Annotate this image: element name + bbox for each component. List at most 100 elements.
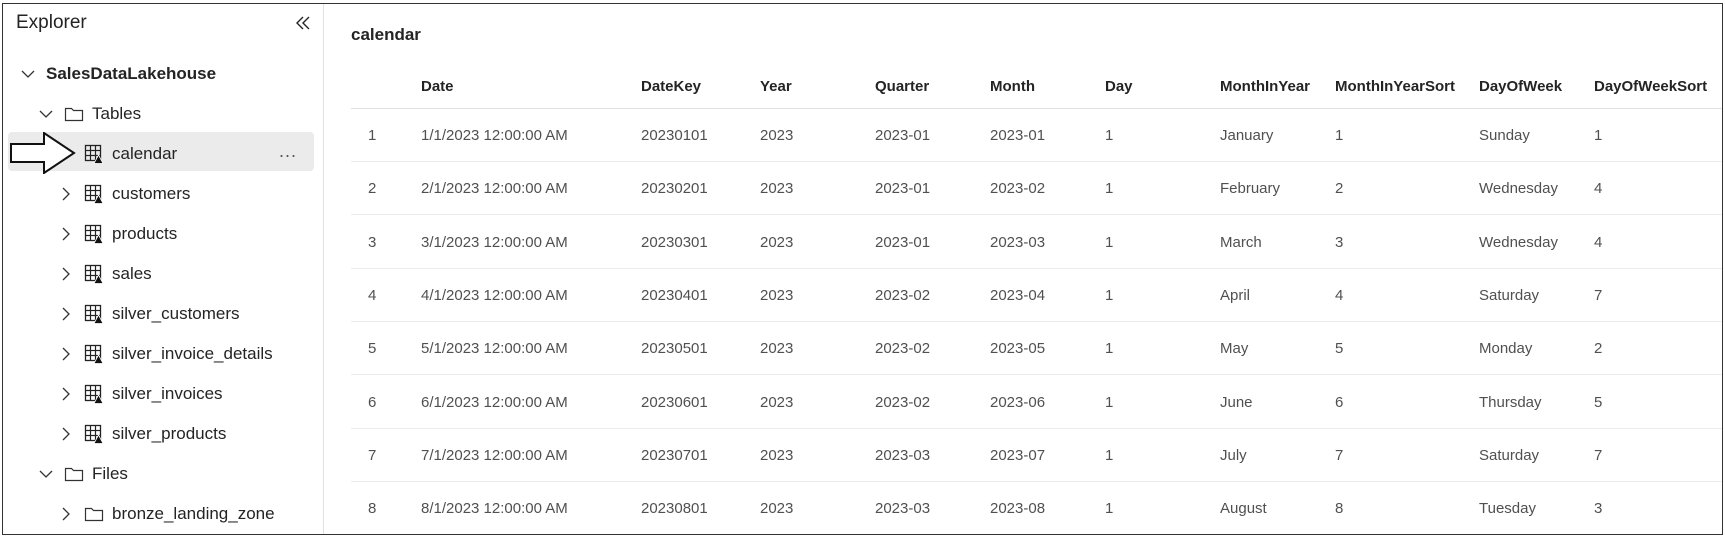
row-number: 4 bbox=[368, 286, 377, 304]
table-cell: 7/1/2023 12:00:00 AM bbox=[421, 446, 568, 464]
table-cell: 4 bbox=[1594, 233, 1603, 251]
table-cell: 3 bbox=[1335, 233, 1344, 251]
chevron-down-icon[interactable] bbox=[20, 66, 36, 82]
row-number: 2 bbox=[368, 180, 377, 198]
table-cell: June bbox=[1220, 393, 1253, 411]
table-cell: April bbox=[1220, 286, 1251, 304]
table-row[interactable]: 7 7/1/2023 12:00:00 AM 20230701 2023 2023-03… bbox=[351, 429, 1722, 482]
table-row[interactable]: 2 2/1/2023 12:00:00 AM 20230201 2023 2023-01… bbox=[351, 162, 1722, 216]
table-label: products bbox=[112, 224, 178, 243]
table-cell: 20230301 bbox=[641, 233, 708, 251]
tree-item-table-silver-invoice-details[interactable]: silver_invoice_details bbox=[3, 336, 323, 372]
column-header[interactable]: Quarter bbox=[875, 78, 930, 95]
chevron-right-icon[interactable] bbox=[58, 346, 74, 362]
row-number: 6 bbox=[368, 393, 377, 411]
table-label: customers bbox=[112, 184, 191, 203]
column-header[interactable]: MonthInYearSort bbox=[1335, 78, 1456, 95]
tree-item-table-silver-customers[interactable]: silver_customers bbox=[3, 296, 323, 332]
tree-item-lakehouse[interactable]: SalesDataLakehouse bbox=[3, 56, 323, 92]
tree-item-folder-bronze-landing-zone[interactable]: bronze_landing_zone bbox=[3, 496, 323, 532]
table-label: silver_customers bbox=[112, 304, 240, 323]
table-cell: 7 bbox=[1594, 286, 1603, 304]
table-cell: 8/1/2023 12:00:00 AM bbox=[421, 500, 568, 518]
table-cell: 1 bbox=[1105, 233, 1114, 251]
chevron-right-icon[interactable] bbox=[58, 426, 74, 442]
table-label: silver_invoices bbox=[112, 384, 223, 403]
table-cell: 2023-01 bbox=[875, 233, 931, 251]
row-number: 1 bbox=[368, 127, 377, 144]
table-cell: 1/1/2023 12:00:00 AM bbox=[421, 127, 568, 144]
delta-table-icon bbox=[84, 184, 104, 204]
table-cell: 1 bbox=[1105, 286, 1114, 304]
chevron-right-icon[interactable] bbox=[58, 226, 74, 242]
table-cell: 1 bbox=[1105, 500, 1114, 518]
tree-item-tables-folder[interactable]: Tables bbox=[3, 96, 323, 132]
chevron-right-icon[interactable] bbox=[58, 306, 74, 322]
table-row[interactable]: 8 8/1/2023 12:00:00 AM 20230801 2023 2023-03… bbox=[351, 482, 1722, 534]
table-cell: 20230801 bbox=[641, 500, 708, 518]
tree-item-table-sales[interactable]: sales bbox=[3, 256, 323, 292]
column-header[interactable]: Date bbox=[421, 78, 454, 95]
table-cell: 1 bbox=[1105, 393, 1114, 411]
table-row[interactable]: 3 3/1/2023 12:00:00 AM 20230301 2023 2023-01… bbox=[351, 216, 1722, 269]
tree-item-table-silver-products[interactable]: silver_products bbox=[3, 416, 323, 452]
table-row[interactable]: 4 4/1/2023 12:00:00 AM 20230401 2023 2023-02… bbox=[351, 269, 1722, 322]
table-cell: 1 bbox=[1105, 340, 1114, 358]
files-folder-label: Files bbox=[92, 464, 128, 483]
table-label: calendar bbox=[112, 144, 178, 163]
table-row[interactable]: 6 6/1/2023 12:00:00 AM 20230601 2023 2023-02… bbox=[351, 376, 1722, 429]
table-cell: 4/1/2023 12:00:00 AM bbox=[421, 286, 568, 304]
folder-icon bbox=[64, 467, 84, 482]
table-cell: 3/1/2023 12:00:00 AM bbox=[421, 233, 568, 251]
table-cell: 2023-06 bbox=[990, 393, 1046, 411]
table-cell: 6 bbox=[1335, 393, 1344, 411]
tree-item-table-customers[interactable]: customers bbox=[3, 176, 323, 212]
chevron-right-icon[interactable] bbox=[58, 266, 74, 282]
row-number: 7 bbox=[368, 446, 377, 464]
row-number: 8 bbox=[368, 500, 377, 518]
chevron-right-icon[interactable] bbox=[58, 186, 74, 202]
table-cell: Thursday bbox=[1479, 393, 1542, 411]
chevron-down-icon[interactable] bbox=[38, 106, 54, 122]
table-cell: 4 bbox=[1335, 286, 1344, 304]
table-cell: 20230101 bbox=[641, 127, 708, 144]
tree-item-table-calendar[interactable]: calendar bbox=[3, 136, 323, 172]
table-cell: 2023-02 bbox=[875, 393, 931, 411]
table-cell: March bbox=[1220, 233, 1262, 251]
table-cell: 2023 bbox=[760, 180, 794, 198]
table-cell: 20230501 bbox=[641, 340, 708, 358]
table-label: silver_invoice_details bbox=[112, 344, 273, 363]
column-header[interactable]: Day bbox=[1105, 78, 1133, 95]
column-header[interactable]: DayOfWeek bbox=[1479, 78, 1563, 95]
column-header[interactable]: DateKey bbox=[641, 78, 702, 95]
more-options-button[interactable]: ... bbox=[279, 141, 298, 161]
delta-table-icon bbox=[84, 344, 104, 364]
explorer-panel: Explorer SalesDataLakehouse Tables calenda… bbox=[3, 4, 324, 534]
table-cell: 2023-01 bbox=[875, 127, 931, 144]
table-cell: Tuesday bbox=[1479, 500, 1536, 518]
tree-item-table-silver-invoices[interactable]: silver_invoices bbox=[3, 376, 323, 412]
table-cell: May bbox=[1220, 340, 1249, 358]
collapse-panel-icon[interactable] bbox=[294, 14, 312, 32]
column-header[interactable]: Month bbox=[990, 78, 1035, 95]
table-row[interactable]: 5 5/1/2023 12:00:00 AM 20230501 2023 2023-02… bbox=[351, 322, 1722, 376]
delta-table-icon bbox=[84, 424, 104, 444]
chevron-right-icon[interactable] bbox=[58, 506, 74, 522]
explorer-title: Explorer bbox=[16, 12, 87, 33]
chevron-down-icon[interactable] bbox=[38, 466, 54, 482]
table-row[interactable]: 1 1/1/2023 12:00:00 AM 20230101 2023 2023-01… bbox=[351, 109, 1722, 162]
chevron-right-icon[interactable] bbox=[58, 386, 74, 402]
column-header[interactable]: Year bbox=[760, 78, 792, 95]
tree-item-table-products[interactable]: products bbox=[3, 216, 323, 252]
column-header[interactable]: MonthInYear bbox=[1220, 78, 1311, 95]
table-cell: 2023 bbox=[760, 393, 794, 411]
column-header[interactable]: DayOfWeekSort bbox=[1594, 78, 1708, 95]
table-cell: 20230701 bbox=[641, 446, 708, 464]
delta-table-icon bbox=[84, 144, 104, 164]
table-cell: 6/1/2023 12:00:00 AM bbox=[421, 393, 568, 411]
table-cell: 1 bbox=[1105, 446, 1114, 464]
table-cell: 8 bbox=[1335, 500, 1344, 518]
tree-item-files-folder[interactable]: Files bbox=[3, 456, 323, 492]
table-cell: 7 bbox=[1335, 446, 1344, 464]
table-cell: 1 bbox=[1335, 127, 1344, 144]
